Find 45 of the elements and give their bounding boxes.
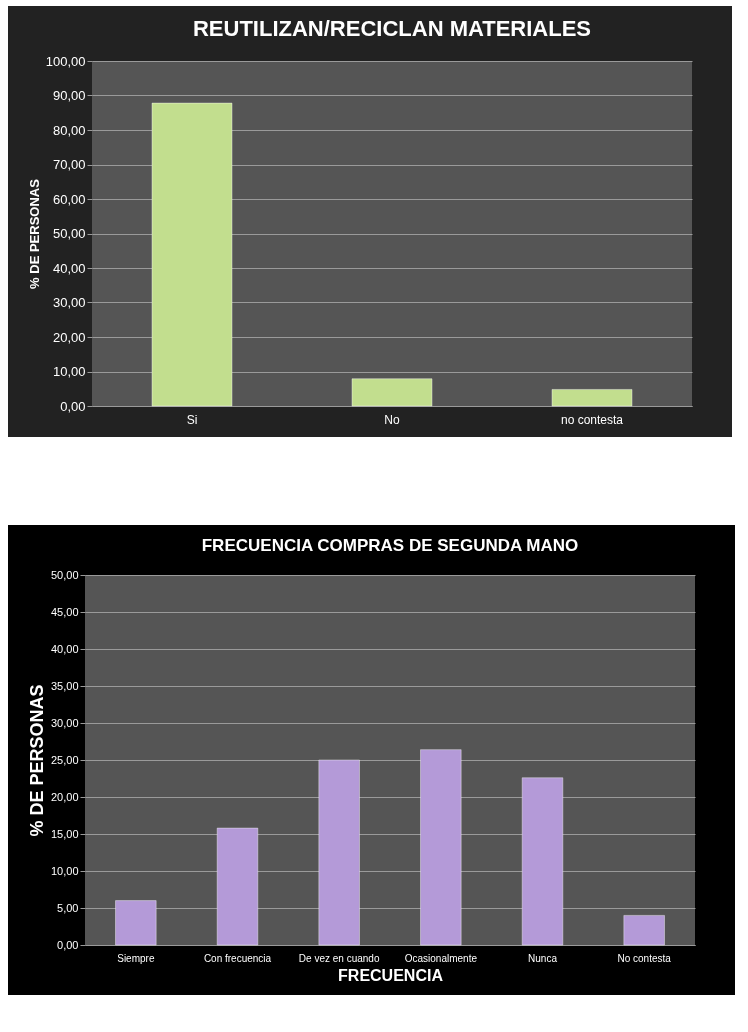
x-tick-label: No: [384, 412, 400, 427]
bar: [318, 759, 360, 946]
y-tick-label: 40,00: [52, 260, 86, 276]
bar: [151, 102, 233, 407]
x-tick-label: De vez en cuando: [298, 952, 380, 964]
y-tick-label: 70,00: [52, 157, 86, 172]
bar: [623, 914, 665, 946]
y-tick-label: 10,00: [52, 364, 86, 379]
y-axis-title: % DE PERSONAS: [26, 684, 47, 837]
y-tick-label: 45,00: [50, 605, 79, 618]
x-tick-label: Siempre: [117, 952, 155, 964]
bar: [351, 378, 433, 407]
y-tick-label: 0,00: [60, 398, 86, 414]
bar: [521, 777, 564, 946]
y-tick-label: 5,00: [57, 901, 79, 914]
chart-title: REUTILIZAN/RECICLAN MATERIALES: [192, 16, 592, 41]
x-tick-label: No contesta: [617, 952, 672, 964]
bar: [551, 388, 633, 407]
y-tick-label: 35,00: [50, 679, 79, 692]
y-tick-label: 20,00: [50, 790, 79, 803]
y-axis-title: % DE PERSONAS: [26, 178, 42, 289]
x-tick-label: Con frecuencia: [203, 952, 272, 964]
bar: [216, 827, 259, 946]
x-axis-title: FRECUENCIA: [338, 966, 444, 984]
x-tick-label: Si: [186, 412, 198, 427]
chart-title: FRECUENCIA COMPRAS DE SEGUNDA MANO: [201, 536, 579, 555]
y-tick-label: 40,00: [50, 642, 79, 655]
bar: [420, 749, 462, 946]
y-tick-label: 100,00: [45, 53, 86, 69]
y-tick-label: 30,00: [52, 295, 86, 310]
y-tick-label: 15,00: [50, 827, 79, 840]
y-tick-label: 10,00: [50, 864, 79, 877]
x-tick-label: Nunca: [528, 952, 558, 964]
y-tick-label: 20,00: [52, 329, 86, 345]
y-tick-label: 90,00: [52, 88, 86, 103]
bar: [115, 900, 157, 946]
x-tick-label: no contesta: [560, 412, 624, 427]
y-tick-label: 30,00: [50, 716, 79, 729]
y-tick-label: 80,00: [52, 122, 86, 138]
y-tick-label: 60,00: [52, 191, 86, 207]
y-tick-label: 0,00: [57, 938, 79, 951]
y-tick-label: 25,00: [50, 753, 79, 766]
y-tick-label: 50,00: [50, 568, 79, 581]
y-tick-label: 50,00: [52, 226, 86, 241]
x-tick-label: Ocasionalmente: [404, 952, 478, 964]
